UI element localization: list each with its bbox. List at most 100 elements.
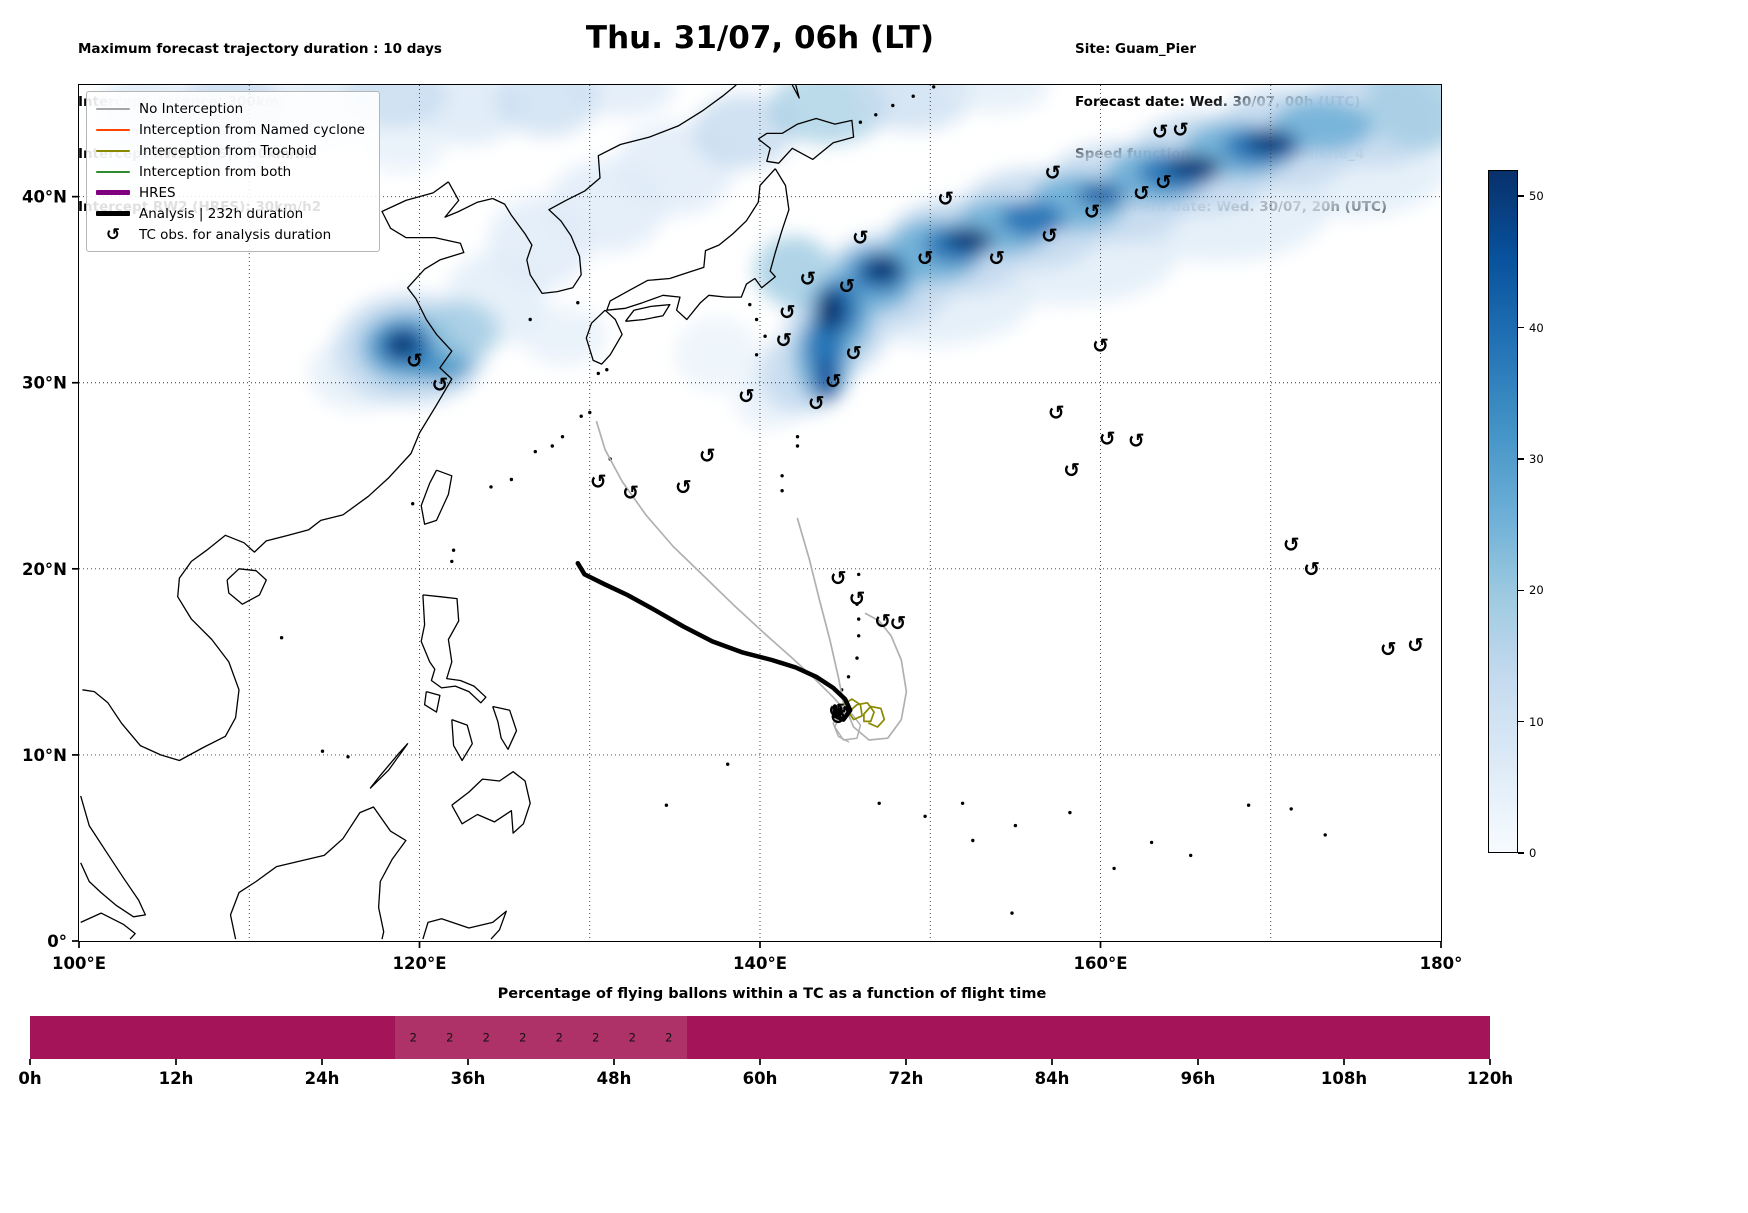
coastline bbox=[420, 594, 487, 704]
density-blob bbox=[359, 116, 446, 173]
coastline bbox=[80, 795, 147, 918]
island-dot bbox=[1013, 823, 1018, 828]
tc-obs-marker-icon: ↺ bbox=[105, 224, 121, 245]
tc-obs-symbol: ↺ bbox=[890, 611, 907, 635]
tc-obs-symbol: ↺ bbox=[838, 274, 855, 298]
island-dot bbox=[748, 302, 752, 307]
legend-line-color bbox=[96, 170, 130, 173]
bar-value-label: 2 bbox=[519, 1031, 526, 1045]
bar-x-tick-label: 72h bbox=[889, 1069, 924, 1088]
legend-line-sample bbox=[96, 149, 130, 152]
coastline bbox=[451, 771, 531, 834]
island-dot bbox=[1289, 807, 1293, 811]
coastline bbox=[423, 690, 441, 713]
island-dot bbox=[726, 762, 730, 766]
x-tick-label: 120°E bbox=[393, 954, 447, 973]
density-blob bbox=[496, 85, 599, 138]
coastline bbox=[229, 806, 407, 940]
island-dot bbox=[605, 368, 609, 372]
density-blob bbox=[674, 317, 761, 392]
tc-obs-symbol: ↺ bbox=[849, 587, 866, 611]
density-blob bbox=[1247, 132, 1295, 153]
island-dot bbox=[911, 94, 915, 98]
coastline bbox=[624, 303, 671, 322]
track-no-interception-c bbox=[832, 709, 862, 743]
density-blob bbox=[521, 306, 607, 366]
colorbar-tick-label: 30 bbox=[1529, 451, 1544, 466]
tc-obs-symbol: ↺ bbox=[590, 469, 607, 493]
bottom-chart-title: Percentage of flying ballons within a TC… bbox=[497, 986, 1047, 1002]
legend-line-color bbox=[96, 128, 130, 131]
island-dot bbox=[450, 559, 454, 564]
island-dot bbox=[857, 572, 861, 577]
bar-x-tick-label: 24h bbox=[305, 1069, 340, 1088]
legend-label: Interception from Named cyclone bbox=[139, 121, 365, 138]
density-blob bbox=[816, 289, 846, 331]
legend-label: HRES bbox=[139, 184, 176, 201]
bar-x-tick-label: 60h bbox=[743, 1069, 778, 1088]
density-blob bbox=[572, 85, 675, 117]
flight-time-bar-highlight bbox=[395, 1016, 687, 1059]
tc-obs-symbol: ↺ bbox=[738, 384, 755, 408]
island-dot bbox=[1189, 853, 1193, 858]
tc-obs-symbol: ↺ bbox=[406, 348, 423, 372]
page-title: Thu. 31/07, 06h (LT) bbox=[585, 20, 935, 56]
bar-x-tick-label: 108h bbox=[1321, 1069, 1367, 1088]
legend-item: ↺ TC obs. for analysis duration bbox=[96, 224, 365, 245]
island-dot bbox=[855, 656, 859, 660]
tc-obs-symbol: ↺ bbox=[1172, 118, 1189, 142]
island-dot bbox=[1246, 803, 1251, 807]
island-dot bbox=[763, 334, 767, 338]
coastline bbox=[606, 168, 790, 321]
bar-value-label: 2 bbox=[665, 1031, 672, 1045]
legend-item: Interception from Trochoid bbox=[96, 140, 365, 161]
tc-obs-symbol: ↺ bbox=[988, 246, 1005, 270]
island-dot bbox=[588, 410, 592, 415]
legend-line-color bbox=[96, 149, 130, 152]
colorbar-tick-label: 0 bbox=[1529, 846, 1537, 860]
coastline bbox=[226, 568, 267, 605]
island-dot bbox=[857, 634, 861, 638]
colorbar-tick-mark bbox=[1518, 326, 1524, 329]
legend-item: Interception from both bbox=[96, 161, 365, 182]
island-dot bbox=[754, 353, 759, 357]
island-dot bbox=[1010, 911, 1014, 915]
track-trochoid bbox=[842, 698, 886, 728]
island-dot bbox=[857, 617, 861, 621]
island-dot bbox=[320, 749, 325, 753]
density-blob bbox=[1364, 85, 1441, 151]
y-tick-label: 0° bbox=[47, 932, 67, 951]
y-tick-label: 20°N bbox=[22, 560, 67, 579]
bar-x-tick-label: 12h bbox=[159, 1069, 194, 1088]
y-tick-label: 30°N bbox=[22, 374, 67, 393]
island-dot bbox=[855, 602, 859, 606]
map-panel: ↺ ↺ ↺ ↺ ↺ ↺ ↺ ↺ ↺ ↺ ↺ ↺ ↺ ↺ ↺ ↺ ↺ ↺ ↺ ↺ ↺ ↺ ↺ ↺ ↺ ↺ ↺ ↺ ↺ ↺ ↺ ↺ ↺ ↺ ↺ ↺ ↺ ↺ ↺ ↺… bbox=[22, 84, 1462, 973]
tc-obs-symbol: ↺ bbox=[799, 267, 816, 291]
island-dot bbox=[533, 449, 537, 454]
colorbar-tick-mark bbox=[1518, 720, 1524, 723]
tc-obs-symbol: ↺ bbox=[917, 246, 934, 270]
tc-obs-symbol: ↺ bbox=[775, 328, 792, 352]
colorbar-tick-label: 50 bbox=[1529, 189, 1544, 204]
legend-item: Interception from Named cyclone bbox=[96, 119, 365, 140]
bar-x-tick-label: 96h bbox=[1181, 1069, 1216, 1088]
legend-label: Interception from Trochoid bbox=[139, 142, 317, 159]
tc-obs-symbol: ↺ bbox=[622, 481, 639, 505]
legend-item: Analysis | 232h duration bbox=[96, 203, 365, 224]
legend-line-color bbox=[96, 211, 130, 216]
island-dot bbox=[346, 755, 350, 759]
island-dot bbox=[489, 485, 493, 489]
tc-obs-symbol: ↺ bbox=[1099, 427, 1116, 451]
coastline bbox=[757, 117, 855, 164]
tc-obs-symbol: ↺ bbox=[1303, 557, 1320, 581]
tc-obs-symbol: ↺ bbox=[1128, 428, 1145, 452]
legend-label: Interception from both bbox=[139, 163, 292, 180]
density-field bbox=[96, 85, 1441, 430]
island-dot bbox=[411, 502, 415, 506]
coastline bbox=[82, 181, 465, 762]
coastline bbox=[80, 912, 136, 940]
tc-obs-symbol: ↺ bbox=[1133, 181, 1150, 205]
density-blob bbox=[863, 256, 902, 283]
x-tick-label: 100°E bbox=[52, 954, 106, 973]
